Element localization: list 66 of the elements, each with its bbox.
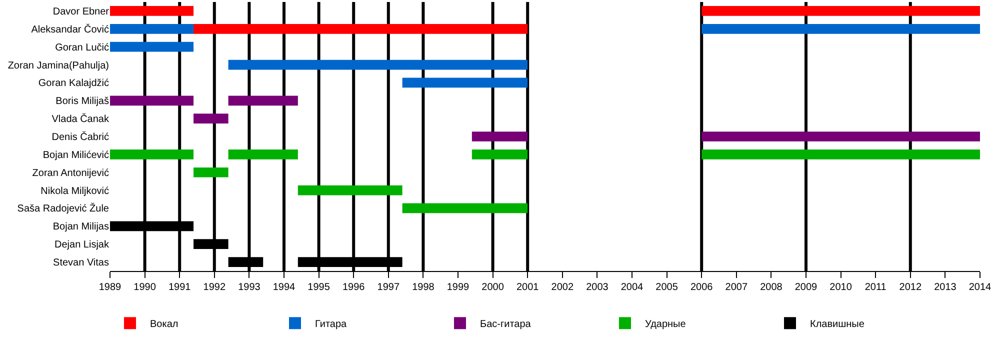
x-tick-label: 2014: [968, 282, 992, 293]
y-tick-label: Stevan Vitas: [53, 258, 109, 269]
x-tick-label: 2013: [934, 282, 957, 293]
x-tick-label: 1989: [98, 282, 122, 293]
x-tick-label: 2003: [586, 282, 609, 293]
bar: [702, 24, 980, 34]
y-tick-label: Dejan Lisjak: [54, 240, 110, 251]
y-tick-label: Zoran Jamina(Pahulja): [8, 60, 109, 72]
y-tick-label: Goran Kalajdžić: [38, 78, 109, 90]
bar: [402, 78, 528, 88]
y-tick-label: Saša Radojević Žule: [17, 202, 110, 215]
bar: [228, 60, 528, 70]
x-tick-label: 2006: [690, 282, 714, 293]
x-tick-label: 1992: [203, 282, 226, 293]
bar: [402, 203, 528, 214]
bar: [194, 114, 228, 124]
bar: [702, 132, 980, 142]
y-tick-label: Bojan Milijas: [52, 222, 109, 233]
x-tick-label: 2010: [830, 282, 852, 293]
y-tick-label: Nikola Miljković: [40, 186, 109, 197]
x-tick-label: 2004: [620, 282, 644, 293]
bar: [110, 150, 194, 160]
x-tick-label: 2011: [864, 282, 887, 293]
x-tick-label: 2009: [794, 282, 818, 293]
bar: [472, 132, 528, 142]
x-tick-label: 1999: [446, 282, 470, 293]
x-tick-label: 1990: [134, 282, 156, 293]
x-tick-label: 2007: [725, 282, 748, 293]
legend-label: Вокал: [150, 319, 178, 330]
x-tick-label: 2001: [516, 282, 540, 293]
bar: [472, 150, 528, 160]
bar: [110, 42, 194, 52]
bar: [702, 6, 980, 16]
y-tick-label: Denis Čabrić: [52, 131, 109, 143]
x-tick-label: 1993: [238, 282, 261, 293]
x-tick-label: 2012: [899, 282, 922, 293]
x-tick-label: 1994: [272, 282, 296, 293]
legend-label: Клавишные: [810, 319, 865, 330]
bar: [110, 6, 194, 16]
bar: [228, 150, 298, 160]
x-tick-label: 1998: [412, 282, 435, 293]
y-tick-label: Bojan Milićević: [42, 150, 109, 161]
bar: [194, 167, 228, 178]
x-tick-label: 2005: [656, 282, 678, 293]
bar: [228, 96, 298, 106]
legend-label: Ударные: [645, 319, 686, 330]
legend-label: Бас-гитара: [480, 319, 532, 330]
bar: [298, 185, 402, 196]
bar: [110, 96, 194, 106]
x-tick-label: 2000: [482, 282, 504, 293]
x-tick-label: 1991: [168, 282, 192, 293]
x-tick-label: 2008: [760, 282, 783, 293]
y-tick-label: Davor Ebner: [52, 6, 110, 18]
bar: [194, 24, 528, 34]
y-tick-label: Boris Milijaš: [56, 96, 109, 108]
x-tick-label: 2002: [551, 282, 574, 293]
x-tick-label: 1997: [377, 282, 400, 293]
y-tick-label: Vlada Čanak: [52, 113, 110, 126]
legend-label: Гитара: [315, 319, 348, 330]
y-tick-label: Zoran Antonijević: [32, 168, 109, 179]
bar: [702, 150, 980, 160]
x-tick-label: 1996: [342, 282, 366, 293]
y-tick-label: Aleksandar Čović: [31, 23, 109, 36]
x-tick-label: 1995: [308, 282, 330, 293]
bar: [110, 24, 194, 34]
y-tick-label: Goran Lučić: [55, 42, 109, 54]
